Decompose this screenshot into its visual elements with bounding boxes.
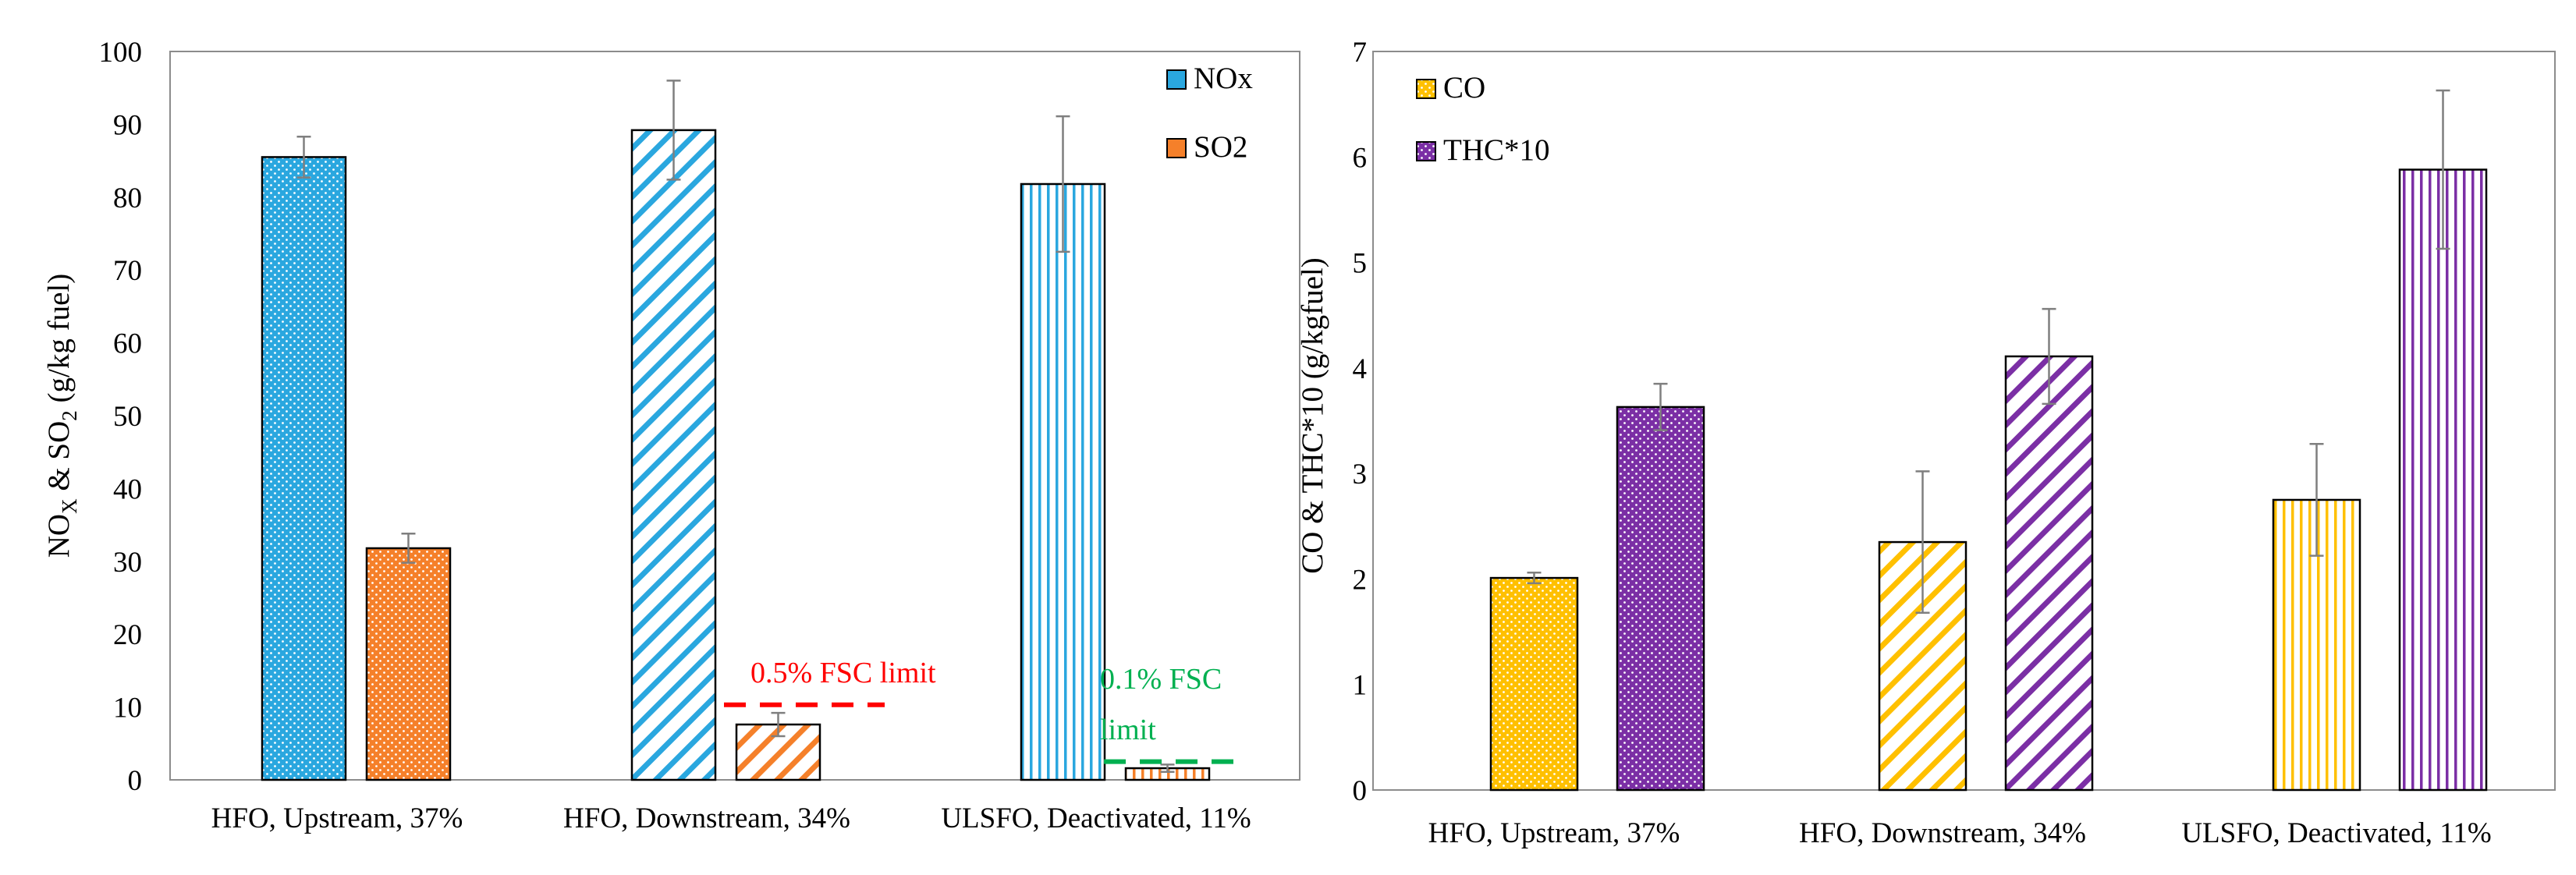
bar-nox — [261, 156, 347, 781]
fsc-limit-label: 0.5% FSC limit — [750, 657, 936, 689]
legend-swatch — [1416, 79, 1436, 99]
fsc-limit-label: limit — [1100, 714, 1156, 746]
y-tick-label: 2 — [1353, 564, 1368, 596]
y-tick-label: 5 — [1353, 248, 1368, 280]
bar-thc-10 — [1616, 406, 1705, 792]
y-tick-label: 0 — [128, 765, 143, 797]
y-tick-label: 10 — [113, 693, 142, 724]
chart-co-thc: 0 1 2 3 4 5 6 7 CO & THC*10 (g/kgfuel) HFO, Upstr… — [1296, 37, 2556, 849]
legend-swatch — [1166, 69, 1187, 90]
legend-swatch — [1166, 138, 1187, 158]
bar-so2 — [365, 547, 452, 781]
chart-nox-so2: 0 10 20 30 40 50 60 70 80 90 100 NOX & SO2 (g/kg fu… — [42, 37, 1300, 834]
y-axis-label: NOX & SO2 (g/kg fuel) — [42, 274, 81, 558]
bar-thc-10 — [2004, 355, 2094, 792]
bar-nox — [630, 129, 717, 781]
y-tick-label: 1 — [1353, 670, 1368, 702]
y-tick-label: 40 — [113, 473, 142, 505]
legend-label: CO — [1443, 71, 1485, 105]
bar-nox — [1020, 182, 1106, 781]
y-tick-label: 0 — [1353, 775, 1368, 807]
legend-label: THC*10 — [1443, 133, 1550, 167]
x-tick-label: HFO, Downstream, 34% — [1799, 817, 2086, 849]
y-tick-label: 30 — [113, 547, 142, 579]
plot-area-border — [169, 51, 1300, 781]
legend-label: NOx — [1194, 62, 1253, 95]
y-tick-label: 70 — [113, 255, 142, 287]
y-tick-label: 20 — [113, 619, 142, 651]
y-tick-label: 3 — [1353, 459, 1368, 491]
y-tick-label: 4 — [1353, 353, 1368, 385]
x-tick-label: HFO, Upstream, 37% — [211, 802, 463, 834]
y-tick-label: 60 — [113, 328, 142, 360]
y-tick-label: 100 — [99, 37, 143, 69]
y-tick-label: 50 — [113, 401, 142, 433]
x-tick-label: HFO, Downstream, 34% — [563, 802, 850, 834]
x-tick-label: ULSFO, Deactivated, 11% — [2181, 817, 2491, 849]
legend-label: SO2 — [1194, 130, 1247, 164]
fsc-limit-label: 0.1% FSC — [1100, 663, 1222, 696]
y-tick-label: 90 — [113, 109, 142, 141]
y-tick-label: 7 — [1353, 37, 1368, 69]
y-axis-label: CO & THC*10 (g/kgfuel) — [1296, 257, 1329, 574]
y-tick-label: 80 — [113, 182, 142, 214]
legend-swatch — [1416, 141, 1436, 161]
x-tick-label: HFO, Upstream, 37% — [1428, 817, 1680, 849]
y-tick-label: 6 — [1353, 142, 1368, 174]
bar-thc-10 — [2398, 168, 2488, 792]
bar-co — [1489, 576, 1579, 792]
x-tick-label: ULSFO, Deactivated, 11% — [941, 802, 1251, 834]
